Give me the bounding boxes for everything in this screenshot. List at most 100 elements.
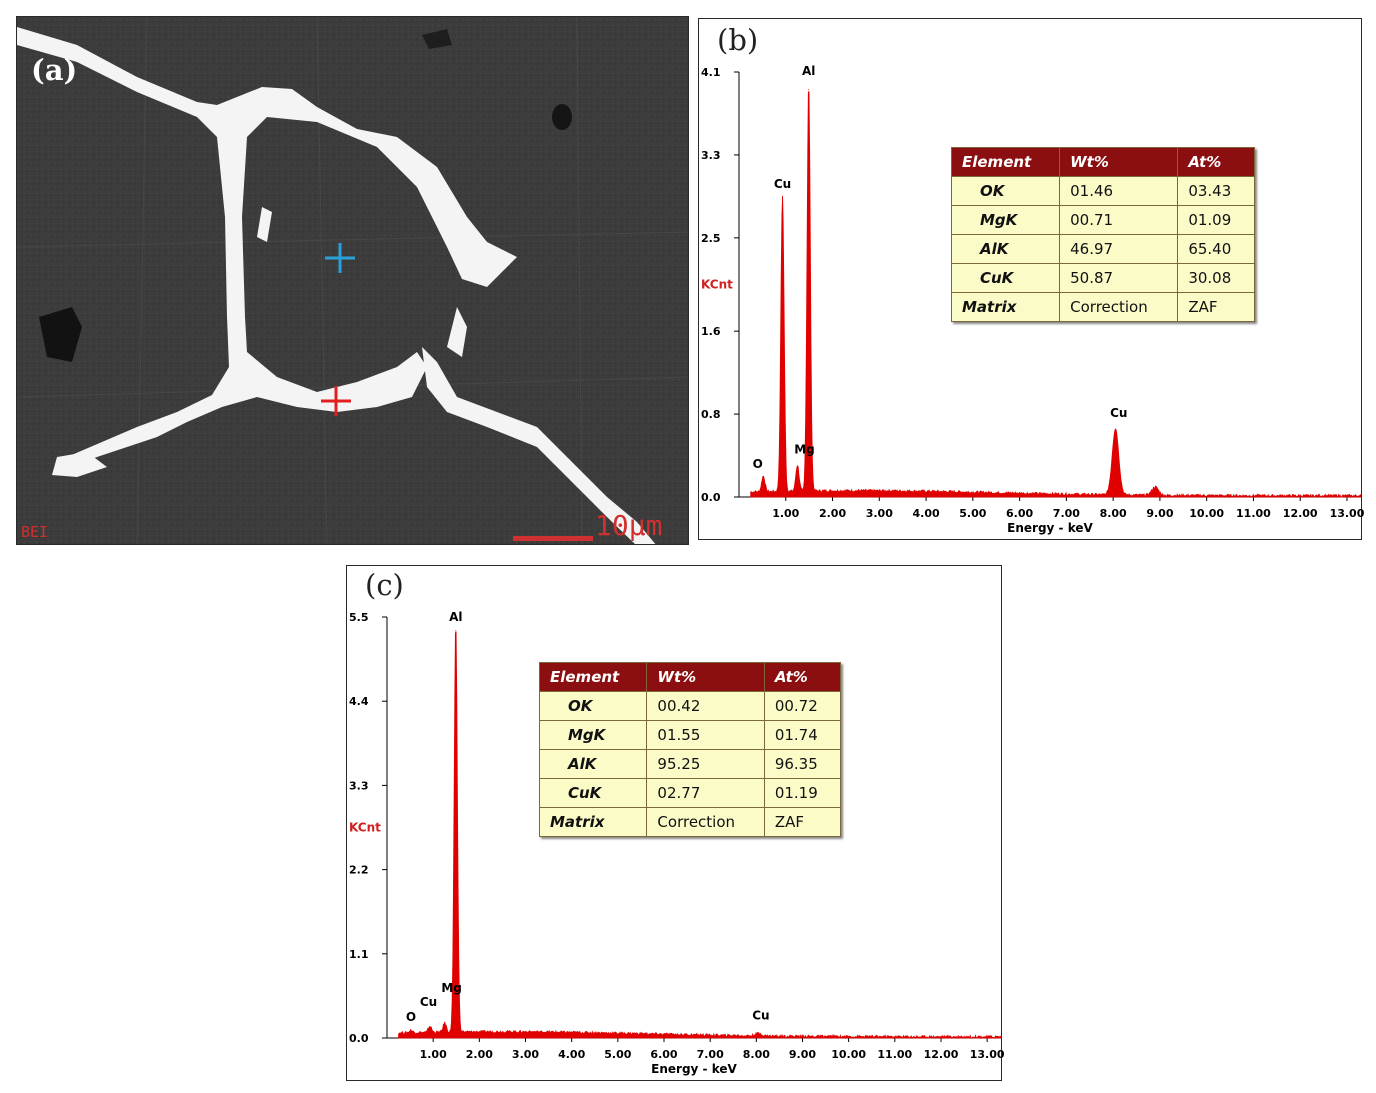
peak-point: [410, 1035, 412, 1037]
at-cell: ZAF: [1177, 292, 1255, 322]
x-axis-label: Energy - keV: [1007, 521, 1093, 535]
x-tick-label: 6.00: [650, 1048, 677, 1061]
peak-point: [796, 470, 798, 472]
sem-micrograph: BEI 10μm: [17, 17, 688, 544]
x-tick-label: 13.00: [970, 1048, 1005, 1061]
table-header: Element: [538, 662, 648, 692]
y-tick-label: 3.3: [349, 779, 369, 792]
peak-point: [758, 1035, 760, 1037]
at-cell: 01.19: [763, 778, 842, 808]
y-tick-label: 4.4: [349, 695, 369, 708]
x-tick-label: 4.00: [912, 507, 939, 520]
eds-spectrum-c: 0.0 1.1 2.2 3.3 4.4 5.5 KCnt 1.00 2.00 3.00 4.00 5.…: [349, 610, 1005, 1076]
x-tick-label: 5.00: [959, 507, 986, 520]
wt-cell: 46.97: [1059, 234, 1179, 264]
element-cell: AlK: [950, 234, 1061, 264]
y-tick-label: 0.0: [349, 1032, 369, 1045]
peak-point: [781, 200, 783, 202]
peak-label: Cu: [420, 995, 437, 1009]
composition-table-c: Element Wt% At% OK 00.42 00.72 MgK 01.55 01.74 Al…: [538, 662, 842, 837]
x-tick-label: 11.00: [1236, 507, 1271, 520]
y-axis-label: KCnt: [349, 821, 381, 835]
wt-cell: 01.55: [646, 720, 765, 750]
peak-label: Cu: [752, 1009, 769, 1023]
y-tick-label: 2.2: [349, 864, 369, 877]
element-cell: CuK: [950, 263, 1061, 293]
table-row: MgK 01.55 01.74: [538, 720, 842, 750]
table-header-row: Element Wt% At%: [950, 147, 1255, 177]
wt-cell: Correction: [1059, 292, 1179, 322]
x-tick-label: 6.00: [1006, 507, 1033, 520]
table-row: OK 00.42 00.72: [538, 691, 842, 721]
peak-label: Cu: [1110, 406, 1127, 420]
scale-bar: [513, 536, 593, 541]
peak-label: Al: [802, 64, 815, 78]
x-tick-label: 3.00: [512, 1048, 539, 1061]
table-header: Wt%: [646, 662, 765, 692]
panel-tag: (c): [365, 568, 404, 602]
x-tick-label: 12.00: [1283, 507, 1318, 520]
table-row: OK 01.46 03.43: [950, 176, 1255, 206]
x-tick-label: 8.00: [743, 1048, 770, 1061]
table-header: Wt%: [1059, 147, 1179, 177]
table-row: Matrix Correction ZAF: [950, 292, 1255, 322]
at-cell: 01.74: [763, 720, 842, 750]
peak-point: [455, 630, 457, 632]
at-cell: 00.72: [763, 691, 842, 721]
pore: [422, 29, 452, 49]
table-row: Matrix Correction ZAF: [538, 807, 842, 837]
x-tick-label: 8.00: [1100, 507, 1127, 520]
wt-cell: 00.42: [646, 691, 765, 721]
x-tick-label: 9.00: [1146, 507, 1173, 520]
table-header: Element: [950, 147, 1061, 177]
x-tick-label: 13.00: [1330, 507, 1365, 520]
scale-bar-label: 10μm: [595, 509, 662, 542]
x-tick-label: 7.00: [1053, 507, 1080, 520]
element-cell: OK: [538, 691, 648, 721]
y-tick-label: 1.1: [349, 948, 369, 961]
eds-spectrum-panel-c: (c) 0.0 1.1 2.2 3.3 4.4 5.5 KCnt 1.00 2.00 3.00 4.…: [346, 565, 1005, 1081]
pore: [552, 104, 572, 130]
wt-cell: 02.77: [646, 778, 765, 808]
at-cell: 65.40: [1177, 234, 1255, 264]
spectrum-series: [398, 631, 1002, 1040]
x-tick-label: 9.00: [789, 1048, 816, 1061]
peak-label: Mg: [794, 442, 815, 456]
element-cell: AlK: [538, 749, 648, 779]
peak-point: [762, 480, 764, 482]
wt-cell: 01.46: [1059, 176, 1179, 206]
peak-label: Al: [449, 610, 462, 624]
y-axis-label: KCnt: [701, 278, 733, 292]
peak-label: Mg: [441, 981, 462, 995]
eds-spectrum-panel-b: (b) 0.0 0.8 1.6 2.5 3.3 4.1 KCnt 1.00 2.00 3.00 4.…: [698, 18, 1365, 540]
table-header-row: Element Wt% At%: [538, 662, 842, 692]
element-cell: OK: [950, 176, 1061, 206]
matrix-analysis-marker: [325, 243, 355, 273]
boundary-analysis-marker: [321, 386, 351, 416]
peak-label: Cu: [774, 177, 791, 191]
table-header: At%: [1177, 147, 1255, 177]
x-tick-label: 2.00: [466, 1048, 493, 1061]
x-tick-label: 12.00: [924, 1048, 959, 1061]
x-tick-label: 2.00: [819, 507, 846, 520]
peak-point: [429, 1031, 431, 1033]
x-tick-label: 4.00: [558, 1048, 585, 1061]
panel-tag: (b): [717, 23, 759, 57]
sem-micrograph-panel: BEI 10μm (a): [16, 16, 689, 545]
wt-cell: 50.87: [1059, 263, 1179, 293]
x-axis-label: Energy - keV: [651, 1062, 737, 1076]
peak-point: [808, 89, 810, 91]
wt-cell: 95.25: [646, 749, 765, 779]
at-cell: 30.08: [1177, 263, 1255, 293]
grain-boundary-phase: [17, 27, 656, 544]
eds-spectrum-b: 0.0 0.8 1.6 2.5 3.3 4.1 KCnt 1.00 2.00 3.00 4.00 5.…: [701, 64, 1365, 535]
peak-point: [1114, 430, 1116, 432]
x-tick-label: 11.00: [877, 1048, 912, 1061]
composition-table-b: Element Wt% At% OK 01.46 03.43 MgK 00.71 01.09 Al…: [950, 147, 1255, 322]
element-cell: Matrix: [538, 807, 648, 837]
y-tick-label: 5.5: [349, 611, 369, 624]
table-row: CuK 50.87 30.08: [950, 263, 1255, 293]
y-tick-label: 0.0: [701, 491, 721, 504]
at-cell: 96.35: [763, 749, 842, 779]
at-cell: 01.09: [1177, 205, 1255, 235]
